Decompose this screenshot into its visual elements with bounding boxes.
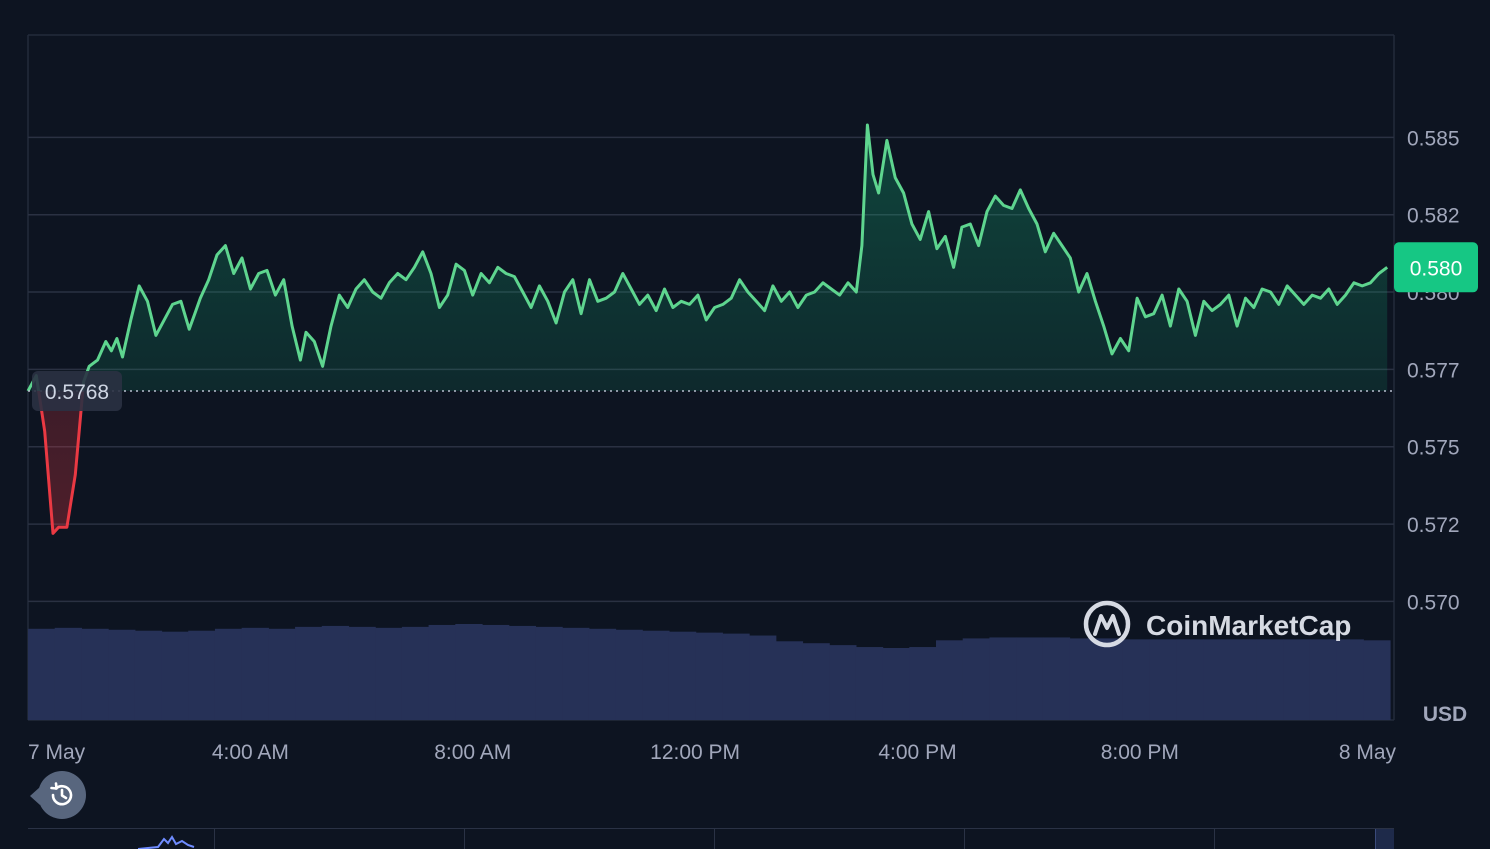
x-tick-label: 12:00 PM [650,741,740,764]
volume-bar [882,648,910,720]
volume-bar [161,631,189,720]
volume-bar [482,624,510,720]
navigator-divider [214,829,215,849]
y-axis: 0.585 0.582 0.580 0.577 0.575 0.572 0.570 [1407,127,1460,614]
volume-bars [28,624,1391,720]
volume-bar [1229,639,1258,720]
volume-bar [401,626,430,720]
volume-bar [588,628,617,720]
x-tick-label: 7 May [28,741,86,764]
y-tick-label: 0.570 [1407,591,1460,614]
navigator-divider [1214,829,1215,849]
volume-bar [241,627,269,720]
volume-bar [1336,639,1364,720]
volume-bar [508,625,537,720]
coinmarketcap-watermark: CoinMarketCap [1083,600,1351,648]
y-tick-label: 0.575 [1407,437,1460,460]
x-tick-label: 4:00 PM [878,741,956,764]
volume-bar [1176,639,1204,720]
volume-bar [1069,638,1097,720]
volume-bar [348,626,376,720]
volume-bar [1203,639,1231,720]
volume-bar [802,643,830,720]
volume-bar [268,628,296,720]
y-tick-label: 0.577 [1407,359,1460,382]
volume-bar [668,631,697,720]
volume-bar [909,647,937,720]
x-axis: 7 May 4:00 AM 8:00 AM 12:00 PM 4:00 PM 8:00 P… [28,741,1396,764]
x-tick-label: 8:00 AM [434,741,511,764]
volume-bar [1096,638,1124,720]
price-line-up [26,123,1389,392]
current-price-badge: 0.580 [1394,242,1478,293]
volume-bar [829,645,857,720]
volume-bar [455,624,483,720]
volume-bar [81,628,109,720]
y-tick-label: 0.582 [1407,205,1460,228]
coinmarketcap-logo-icon [1083,600,1131,648]
volume-bar [134,630,163,720]
volume-bar [188,630,216,720]
volume-bar [615,629,643,720]
volume-bar [962,638,991,720]
history-icon [50,782,73,806]
current-price-label: 0.580 [1410,257,1463,280]
volume-bar [775,641,804,720]
volume-bar [722,633,750,720]
history-button-pointer [30,787,40,805]
volume-bar [1122,639,1151,720]
volume-bar [642,630,670,720]
y-tick-label: 0.585 [1407,127,1460,150]
volume-bar [855,647,884,720]
volume-bar [936,640,964,720]
range-navigator[interactable] [28,828,1394,849]
reference-price-label: 0.5768 [45,381,109,404]
volume-bar [1363,640,1391,720]
volume-bar [28,628,56,720]
volume-bar [375,627,403,720]
x-tick-label: 8:00 PM [1101,741,1179,764]
reference-price-badge: 0.5768 [32,371,122,412]
currency-label: USD [1423,703,1467,726]
volume-bar [989,637,1017,720]
navigator-handle[interactable] [1375,829,1394,849]
volume-bar [1309,639,1338,720]
volume-bar [562,627,590,720]
brand-name: CoinMarketCap [1146,610,1351,641]
volume-bar [54,627,83,720]
volume-bar [695,632,723,720]
volume-bar [108,629,136,720]
volume-bar [1256,639,1284,720]
navigator-divider [714,829,715,849]
x-tick-label: 4:00 AM [212,741,289,764]
navigator-sparkline [138,835,195,849]
x-tick-label: 8 May [1339,741,1397,764]
price-area-up [28,125,1388,392]
volume-bar [1149,639,1177,720]
volume-bar [749,635,777,720]
navigator-divider [964,829,965,849]
price-area-down [38,391,83,534]
volume-bar [1042,637,1071,720]
volume-bar [1283,639,1311,720]
volume-bar [321,625,350,720]
volume-bar [428,624,456,720]
volume-bar [535,626,563,720]
volume-bar [1016,637,1044,720]
navigator-divider [464,829,465,849]
y-tick-label: 0.572 [1407,514,1460,537]
volume-bar [295,626,323,720]
history-button[interactable] [38,771,86,819]
volume-bar [214,628,243,720]
